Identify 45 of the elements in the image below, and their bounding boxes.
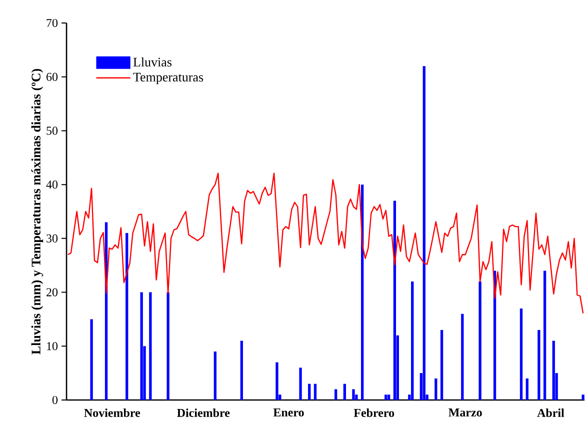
bar — [308, 384, 311, 400]
y-tick-label: 0 — [52, 396, 58, 404]
bar — [461, 314, 464, 400]
bar — [543, 270, 546, 400]
bar — [582, 394, 584, 400]
x-tick-label: Enero — [273, 408, 304, 416]
y-tick-label: 20 — [46, 288, 58, 296]
bar — [387, 394, 390, 400]
bar — [422, 66, 426, 400]
bar — [240, 340, 243, 400]
x-tick-label: Marzo — [448, 408, 482, 416]
bar — [440, 330, 444, 400]
x-tick-label: Diciembre — [177, 408, 230, 417]
bar — [299, 368, 302, 400]
x-tick-label: Abril — [537, 408, 564, 417]
bar — [334, 389, 338, 400]
bar — [166, 292, 170, 400]
bar — [90, 319, 93, 400]
legend-label: Temperaturas — [133, 72, 204, 84]
bar — [411, 282, 414, 400]
y-tick-label: 70 — [46, 18, 58, 28]
bar — [352, 389, 355, 400]
y-tick-label: 40 — [46, 180, 58, 189]
bar — [214, 352, 216, 400]
y-tick-label: 10 — [47, 342, 58, 350]
bar — [478, 282, 482, 400]
bar — [384, 394, 388, 400]
bar — [434, 378, 438, 400]
bar — [520, 308, 523, 400]
bar — [314, 384, 317, 400]
bar — [276, 362, 278, 400]
bar — [538, 330, 540, 400]
legend-label: Lluvias — [133, 57, 172, 67]
bar — [149, 292, 152, 400]
bar — [526, 378, 528, 400]
y-axis-title: Lluvias (mm) y Temperaturas máximas diarias (ºC) — [31, 68, 44, 354]
y-tick-label: 60 — [46, 72, 58, 81]
bar — [343, 384, 346, 400]
x-tick-label: Febrero — [354, 408, 394, 417]
bar — [140, 292, 143, 400]
x-tick-label: Noviembre — [84, 408, 140, 417]
bar — [552, 340, 555, 400]
bar — [126, 233, 128, 400]
y-tick-label: 30 — [46, 234, 58, 242]
y-tick-label: 50 — [46, 126, 58, 135]
